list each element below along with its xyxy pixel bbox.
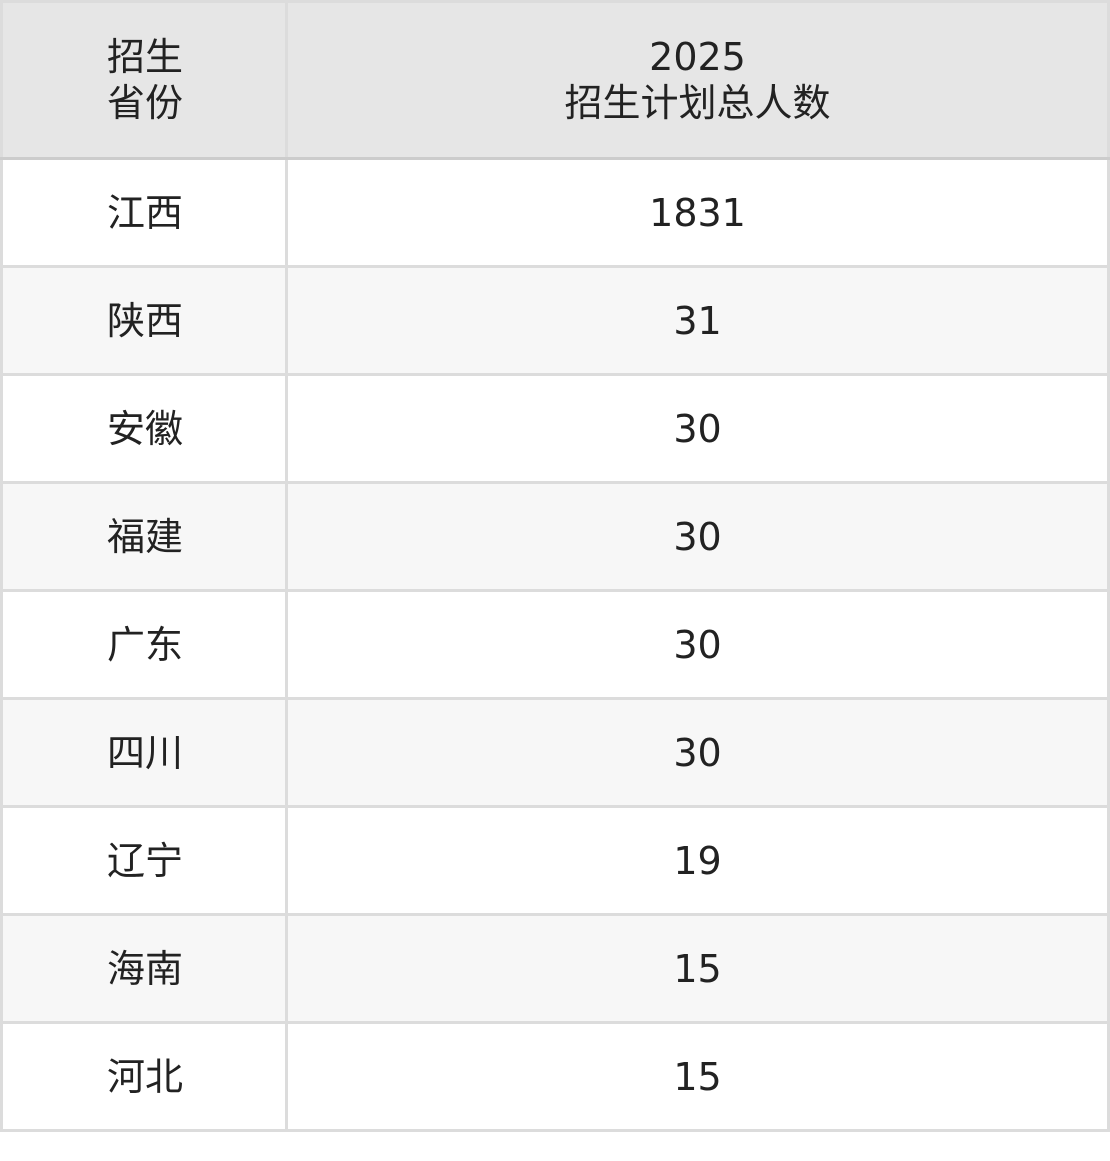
header-province: 招生 省份	[0, 0, 288, 160]
province-cell: 广东	[0, 589, 288, 700]
province-cell: 海南	[0, 913, 288, 1024]
province-cell: 江西	[0, 157, 288, 268]
province-cell: 河北	[0, 1021, 288, 1132]
count-cell: 1831	[285, 157, 1110, 268]
table-row: 江西 1831	[0, 157, 1110, 268]
count-cell: 31	[285, 265, 1110, 376]
table-row: 福建 30	[0, 481, 1110, 592]
province-cell: 福建	[0, 481, 288, 592]
table-row: 陕西 31	[0, 265, 1110, 376]
enrollment-plan-table: 招生 省份 2025 招生计划总人数 江西 1831 陕西 31 安徽 30 福建 30 广东 3…	[0, 0, 1110, 1132]
header-total: 2025 招生计划总人数	[285, 0, 1110, 160]
count-cell: 30	[285, 373, 1110, 484]
table-row: 广东 30	[0, 589, 1110, 700]
count-cell: 15	[285, 1021, 1110, 1132]
table-row: 四川 30	[0, 697, 1110, 808]
header-row: 招生 省份 2025 招生计划总人数	[0, 0, 1110, 160]
province-cell: 陕西	[0, 265, 288, 376]
count-cell: 30	[285, 481, 1110, 592]
count-cell: 30	[285, 697, 1110, 808]
province-cell: 辽宁	[0, 805, 288, 916]
count-cell: 15	[285, 913, 1110, 1024]
table-row: 河北 15	[0, 1021, 1110, 1132]
count-cell: 19	[285, 805, 1110, 916]
table-row: 海南 15	[0, 913, 1110, 1024]
province-cell: 四川	[0, 697, 288, 808]
table-row: 辽宁 19	[0, 805, 1110, 916]
table-row: 安徽 30	[0, 373, 1110, 484]
count-cell: 30	[285, 589, 1110, 700]
province-cell: 安徽	[0, 373, 288, 484]
